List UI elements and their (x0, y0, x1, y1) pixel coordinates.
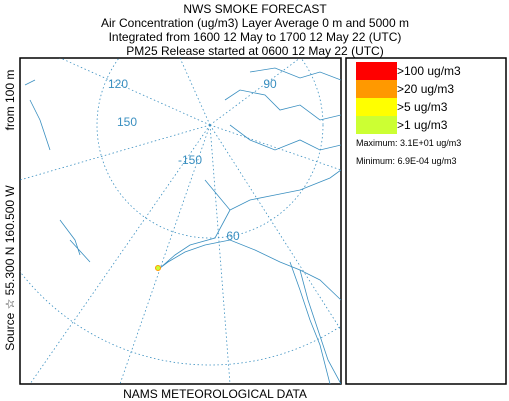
source-label: Source ☆ 55.300 N 160.500 W (3, 185, 17, 351)
legend-swatch (356, 116, 397, 134)
legend-label: >1 ug/m3 (397, 118, 448, 132)
coastline (24, 67, 341, 384)
title: NWS SMOKE FORECAST (183, 2, 327, 16)
minimum: Minimum: 6.9E-04 ug/m3 (356, 156, 457, 166)
legend-swatch (356, 62, 397, 80)
graticule-label: -150 (178, 153, 202, 167)
header-line: Air Concentration (ug/m3) Layer Average … (101, 16, 409, 30)
legend-label: >100 ug/m3 (397, 64, 461, 78)
height-label: from 100 m (3, 70, 17, 131)
header-line: PM25 Release started at 0600 12 May 22 (… (126, 44, 383, 58)
legend-label: >5 ug/m3 (397, 100, 448, 114)
header-line: Integrated from 1600 12 May to 1700 12 M… (109, 30, 402, 44)
graticule-label: 150 (117, 115, 137, 129)
map-frame (19, 57, 342, 385)
source-plume (155, 265, 161, 271)
graticule-label: 120 (108, 77, 128, 91)
maximum: Maximum: 3.1E+01 ug/m3 (356, 138, 461, 148)
legend-swatch (356, 98, 397, 116)
footer: NAMS METEOROLOGICAL DATA (123, 387, 307, 401)
graticule-label: 60 (226, 229, 240, 243)
graticule (20, 58, 341, 384)
legend-label: >20 ug/m3 (397, 82, 454, 96)
legend: >100 ug/m3 >20 ug/m3 >5 ug/m3 >1 ug/m3 (356, 62, 461, 134)
legend-swatch (356, 80, 397, 98)
graticule-label: 90 (263, 77, 277, 91)
